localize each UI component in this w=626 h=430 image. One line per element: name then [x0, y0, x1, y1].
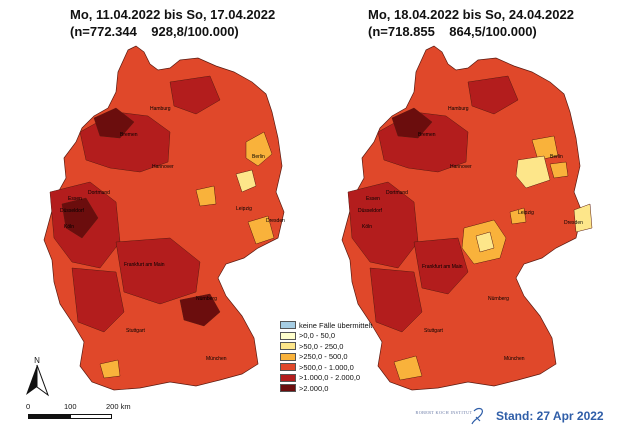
legend-label: keine Fälle übermittelt: [299, 320, 373, 330]
city-label-hannover: Hannover: [152, 164, 174, 170]
region-south-veryhigh: [179, 293, 221, 327]
incidence-legend: keine Fälle übermittelt >0,0 - 50,0 >50,0 …: [280, 320, 380, 394]
legend-item: >0,0 - 50,0: [280, 331, 380, 342]
city-label-koeln: Köln: [64, 224, 74, 230]
legend-swatch: [280, 321, 296, 330]
city-label-stuttgart: Stuttgart: [126, 328, 146, 334]
city-label-hamburg: Hamburg: [150, 106, 171, 112]
legend-item: >500,0 - 1.000,0: [280, 362, 380, 373]
germany-incidence-map-week1: Hamburg Bremen Hannover Berlin Dortmund …: [43, 45, 285, 391]
rki-logo-mark-icon: [471, 407, 483, 425]
legend-label: >500,0 - 1.000,0: [299, 362, 354, 372]
legend-item: >250,0 - 500,0: [280, 352, 380, 363]
map-title-week1-counts: (n=772.344 928,8/100.000): [70, 24, 239, 39]
region-west-high: [347, 181, 419, 269]
legend-label: >250,0 - 500,0: [299, 352, 348, 362]
data-date-stand: Stand: 27 Apr 2022: [496, 409, 604, 423]
city-label-bremen: Bremen: [120, 132, 138, 138]
city-label-duesseldorf: Düsseldorf: [358, 208, 383, 214]
legend-item: >1.000,0 - 2.000,0: [280, 373, 380, 384]
legend-swatch: [280, 352, 296, 361]
scale-label-0: 0: [26, 402, 31, 411]
legend-swatch: [280, 384, 296, 393]
scale-segment-1: [28, 414, 70, 419]
legend-swatch: [280, 363, 296, 372]
region-berlin-area-low: [245, 131, 273, 167]
map-title-week2: Mo, 18.04.2022 bis So, 24.04.2022 (n=718…: [368, 6, 574, 40]
region-central-high: [115, 237, 201, 305]
map-title-week2-dates: Mo, 18.04.2022 bis So, 24.04.2022: [368, 7, 574, 22]
city-label-muenchen: München: [206, 356, 227, 362]
region-east-low: [573, 203, 593, 233]
legend-label: >2.000,0: [299, 383, 329, 393]
region-central-low: [195, 185, 217, 207]
city-label-essen: Essen: [366, 196, 380, 202]
map-title-week1-dates: Mo, 11.04.2022 bis So, 17.04.2022: [70, 7, 276, 22]
region-saxony-low: [509, 207, 527, 225]
city-labels: Hamburg Bremen Hannover Berlin Dortmund …: [358, 106, 583, 362]
legend-swatch: [280, 331, 296, 340]
city-label-koeln: Köln: [362, 224, 372, 230]
city-label-essen: Essen: [68, 196, 82, 202]
map-title-week2-counts: (n=718.855 864,5/100.000): [368, 24, 537, 39]
scale-bar: 0 100 200 km: [20, 402, 220, 426]
legend-label: >50,0 - 250,0: [299, 341, 344, 351]
region-southwest-high: [71, 267, 125, 333]
legend-item: >50,0 - 250,0: [280, 341, 380, 352]
region-north-veryhigh: [391, 107, 433, 139]
map-title-week1: Mo, 11.04.2022 bis So, 17.04.2022 (n=772…: [70, 6, 275, 40]
city-label-leipzig: Leipzig: [236, 206, 252, 212]
city-label-bremen: Bremen: [418, 132, 436, 138]
north-arrow-icon: N: [26, 356, 50, 397]
city-label-dresden: Dresden: [564, 220, 583, 226]
city-label-frankfurt: Frankfurt am Main: [422, 264, 463, 270]
region-northeast-high: [169, 75, 221, 115]
region-south-low: [393, 355, 423, 381]
city-label-dresden: Dresden: [266, 218, 285, 224]
city-label-frankfurt: Frankfurt am Main: [124, 262, 165, 268]
city-label-hamburg: Hamburg: [448, 106, 469, 112]
region-thuringia-verylow: [475, 231, 495, 253]
region-north-veryhigh: [93, 107, 135, 139]
city-label-nuernberg: Nürnberg: [196, 296, 217, 302]
germany-incidence-map-week2: Hamburg Bremen Hannover Berlin Dortmund …: [341, 45, 593, 391]
city-label-muenchen: München: [504, 356, 525, 362]
city-label-dortmund: Dortmund: [386, 190, 408, 196]
scale-segment-2: [70, 414, 112, 419]
city-label-duesseldorf: Düsseldorf: [60, 208, 85, 214]
region-central-high: [413, 237, 469, 295]
city-label-dortmund: Dortmund: [88, 190, 110, 196]
region-northeast-high: [467, 75, 519, 115]
city-label-nuernberg: Nürnberg: [488, 296, 509, 302]
legend-item: keine Fälle übermittelt: [280, 320, 380, 331]
region-berlin-city-low: [235, 169, 257, 193]
region-west-veryhigh: [61, 197, 99, 239]
legend-item: >2.000,0: [280, 383, 380, 394]
city-label-stuttgart: Stuttgart: [424, 328, 444, 334]
scale-label-200: 200 km: [106, 402, 131, 411]
city-label-berlin: Berlin: [252, 154, 265, 160]
rki-logo: ROBERT KOCH INSTITUT: [416, 407, 483, 425]
north-label: N: [34, 356, 40, 365]
region-south-low: [99, 359, 121, 379]
region-southwest-high: [369, 267, 423, 333]
city-label-hannover: Hannover: [450, 164, 472, 170]
rki-logo-text: ROBERT KOCH INSTITUT: [416, 410, 473, 415]
region-brandenburg-low: [515, 155, 551, 189]
city-label-berlin: Berlin: [550, 154, 563, 160]
scale-label-100: 100: [64, 402, 77, 411]
city-label-leipzig: Leipzig: [518, 210, 534, 216]
legend-swatch: [280, 342, 296, 351]
region-berlin-area-low: [531, 135, 559, 161]
legend-label: >1.000,0 - 2.000,0: [299, 373, 361, 383]
city-labels: Hamburg Bremen Hannover Berlin Dortmund …: [60, 106, 285, 362]
region-berlin-city-low: [549, 161, 569, 179]
region-east-low: [247, 215, 275, 245]
legend-swatch: [280, 373, 296, 382]
legend-label: >0,0 - 50,0: [299, 331, 336, 341]
